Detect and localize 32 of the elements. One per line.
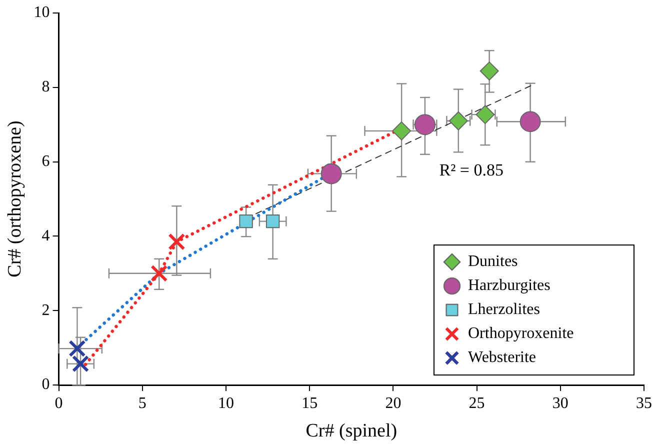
x-tick-label: 35 <box>636 394 652 412</box>
point <box>266 214 280 228</box>
point <box>320 163 342 184</box>
point <box>239 214 253 228</box>
x-tick-label: 20 <box>385 394 402 412</box>
y-tick-label: 10 <box>34 4 50 22</box>
y-tick-label: 8 <box>42 78 50 96</box>
y-axis-title: Cr# (orthopyroxene) <box>4 120 26 278</box>
x-tick-label: 30 <box>552 394 568 412</box>
legend-label: Websterite <box>468 349 536 366</box>
annotation: R² = 0.85 <box>439 160 504 180</box>
y-tick-label: 4 <box>42 227 50 244</box>
legend-label: Dunites <box>468 253 518 270</box>
y-tick-label: 2 <box>42 302 50 319</box>
point <box>414 114 436 136</box>
point <box>150 264 168 282</box>
legend-label: Orthopyroxenite <box>468 325 574 342</box>
y-tick-label: 6 <box>42 153 50 170</box>
x-tick-label: 10 <box>218 394 234 412</box>
y-tick-label: 0 <box>42 376 50 394</box>
x-tick-label: 15 <box>302 394 318 412</box>
legend-label: Lherzolites <box>468 301 540 318</box>
point <box>520 111 541 132</box>
point <box>392 121 412 140</box>
point <box>168 233 186 250</box>
x-tick-label: 5 <box>138 394 146 412</box>
legend-label: Harzburgites <box>468 277 550 294</box>
x-tick-label: 0 <box>54 394 63 412</box>
x-tick-label: 25 <box>468 394 485 412</box>
x-axis-title: Cr# (spinel) <box>306 420 398 442</box>
point <box>448 111 468 130</box>
point <box>480 62 499 81</box>
